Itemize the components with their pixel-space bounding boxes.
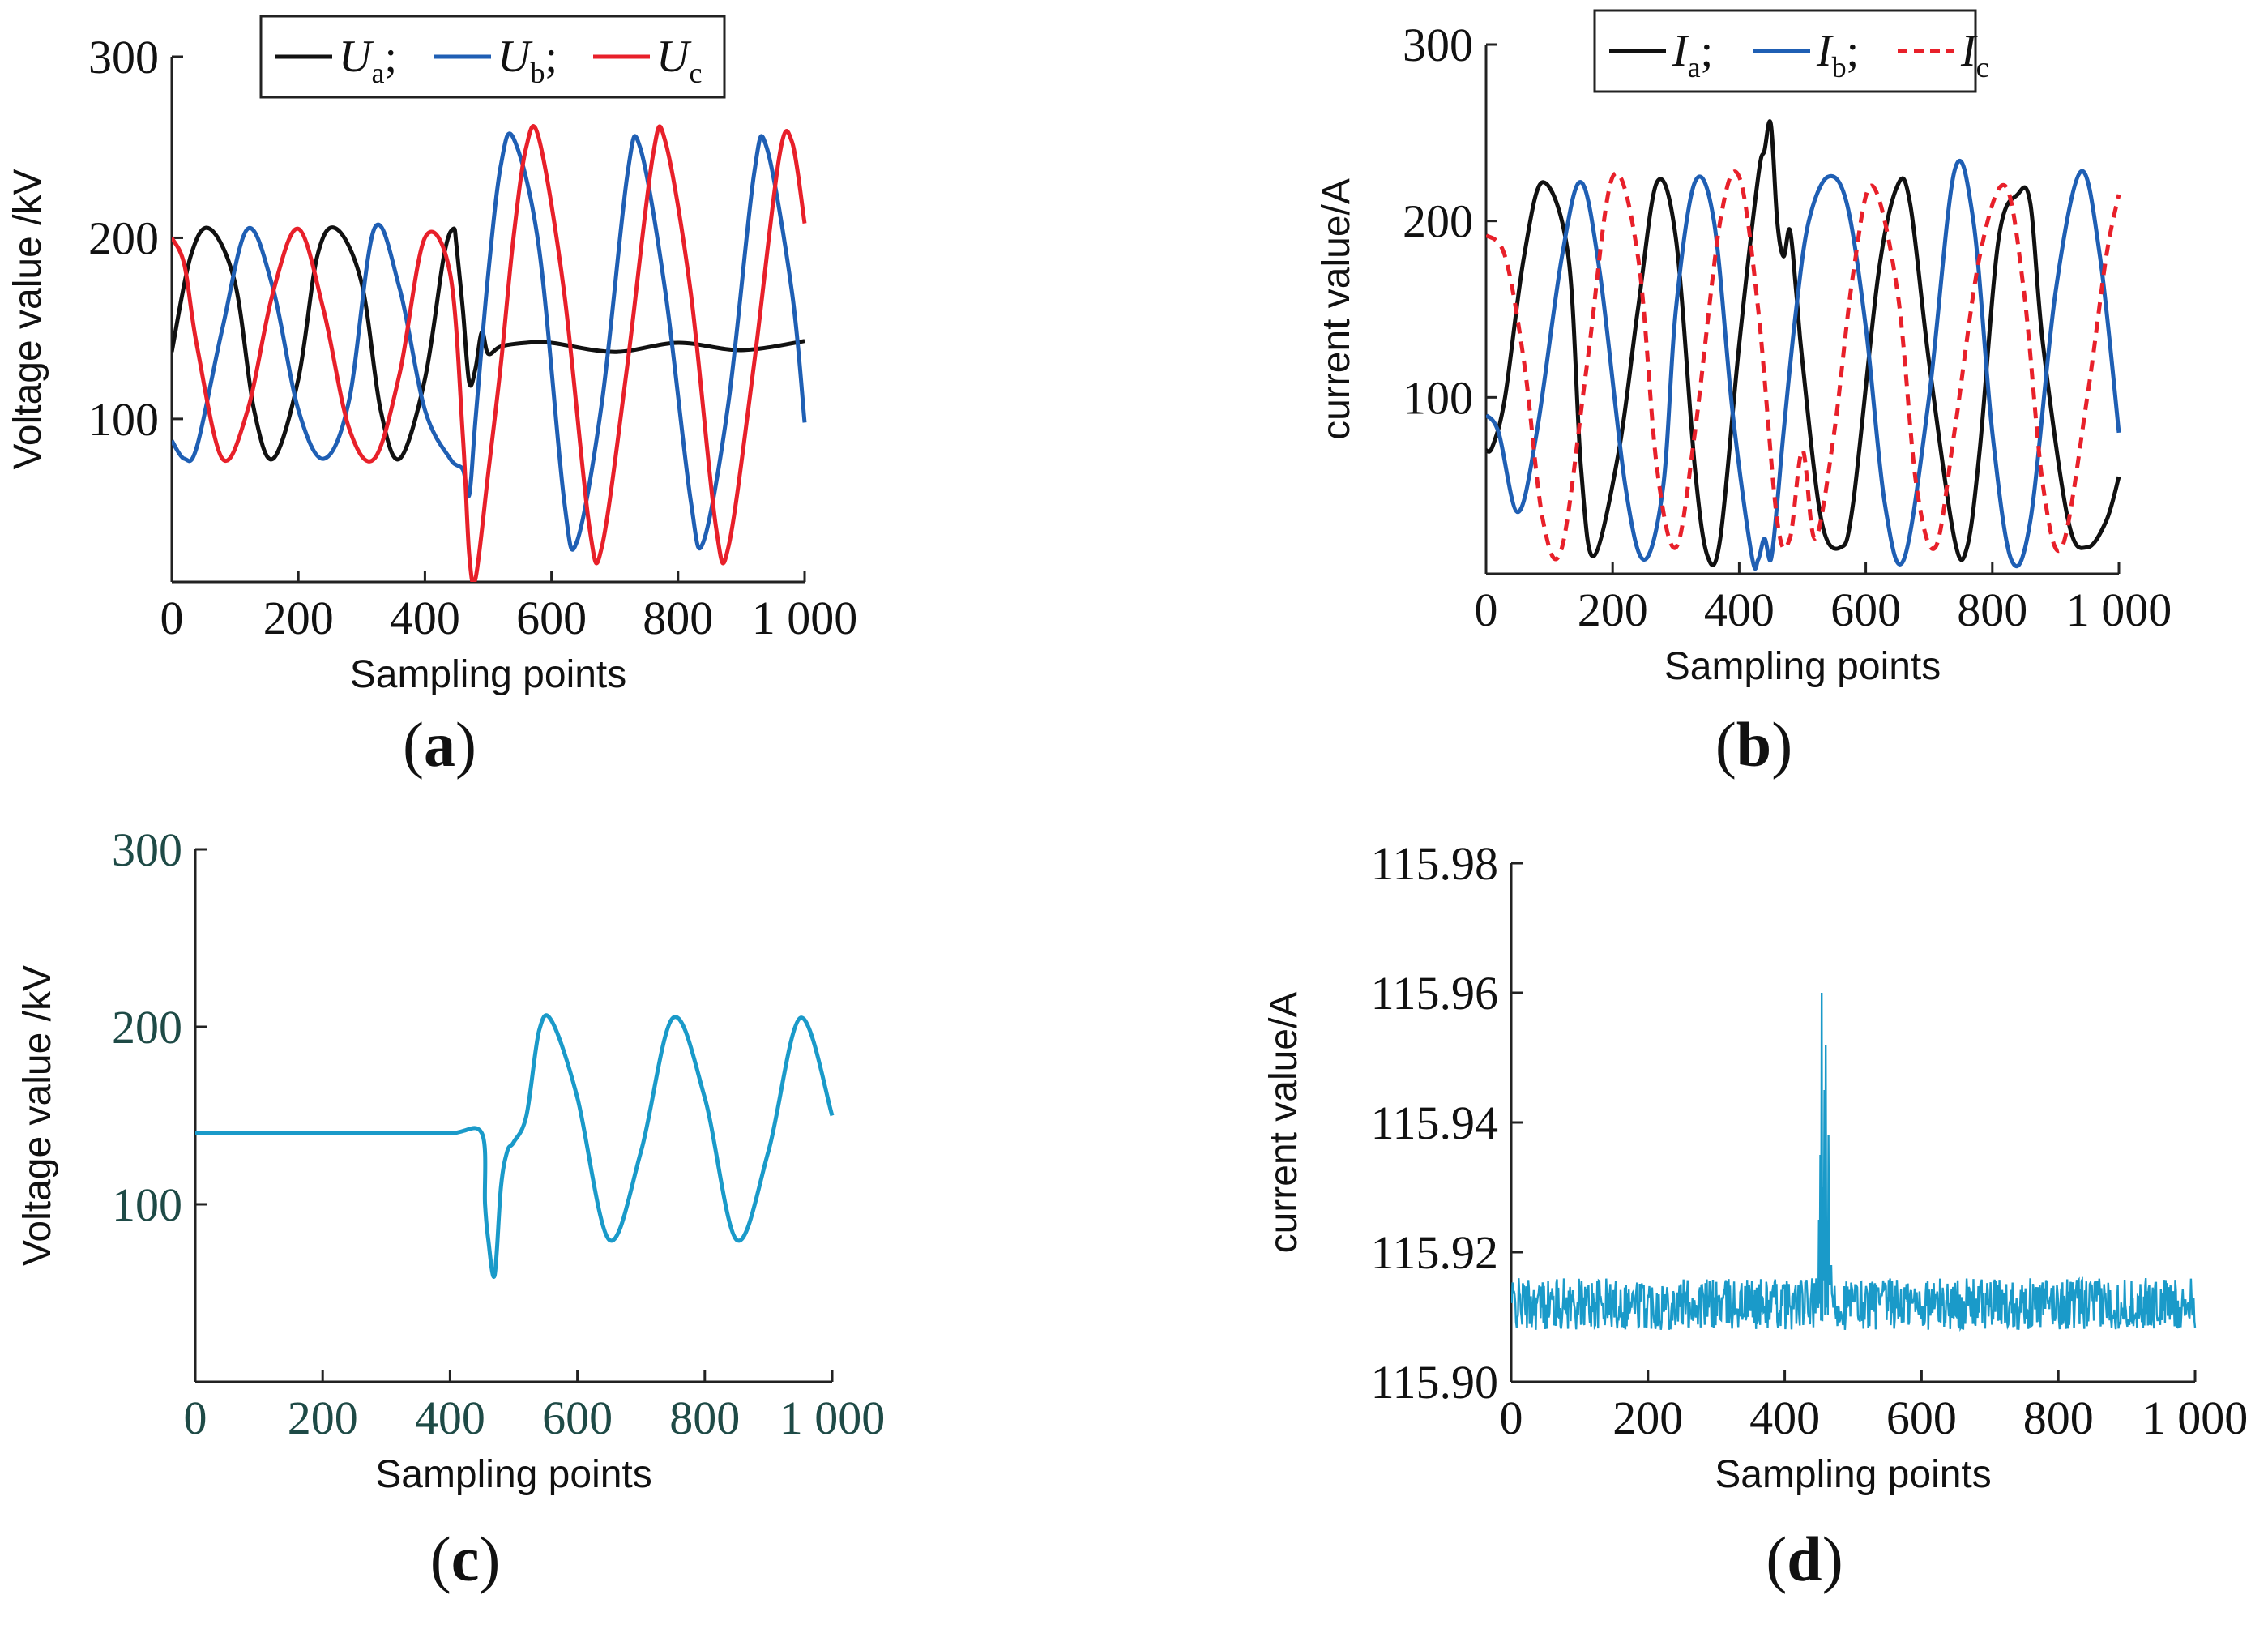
y-tick-label: 300 (88, 31, 159, 83)
legend: Ua; Ub; Uc (259, 15, 726, 99)
y-tick-label: 300 (1403, 19, 1473, 71)
x-tick-label: 600 (542, 1392, 613, 1444)
x-tick-label: 400 (415, 1392, 485, 1444)
x-tick-label: 200 (1612, 1392, 1683, 1444)
x-tick-label: 1 000 (2142, 1392, 2249, 1444)
x-tick-label: 200 (288, 1392, 358, 1444)
series-line-Ua (172, 225, 805, 462)
legend-entry-Ua: Ua; (339, 32, 397, 89)
panel-label: (a) (403, 709, 476, 780)
legend-entry-Ia: Ia; (1672, 26, 1713, 83)
y-tick-label: 300 (112, 823, 182, 876)
series-line-Uc (172, 124, 807, 582)
x-tick-label: 0 (160, 592, 184, 644)
x-tick-label: 800 (2023, 1392, 2094, 1444)
x-tick-label: 600 (1886, 1392, 1957, 1444)
series-line-Ub (172, 131, 807, 552)
x-tick-label: 600 (516, 592, 587, 644)
x-tick-label: 600 (1830, 584, 1901, 636)
y-tick-label: 200 (112, 1001, 182, 1054)
x-tick-label: 800 (643, 592, 713, 644)
legend-entry-Ub: Ub; (498, 32, 557, 89)
panel-label: (d) (1766, 1524, 1843, 1594)
panel-label: (c) (430, 1524, 501, 1594)
y-tick-label: 200 (1403, 195, 1473, 248)
legend: Ia; Ib; Ic (1593, 9, 1989, 93)
panel-a: 100 200 300 0 200 400 600 800 1 000 Sampling poin… (6, 15, 858, 780)
series-line-current (1511, 992, 2197, 1332)
legend-entry-Uc: Uc (656, 32, 702, 89)
y-axis-title: Voltage value /kV (6, 169, 49, 470)
x-axis-title: Sampling points (350, 653, 627, 696)
x-axis-title: Sampling points (375, 1453, 652, 1496)
y-tick-label: 100 (88, 393, 159, 446)
series-line-Ia (1486, 119, 2121, 567)
series-line-voltage (195, 1013, 835, 1279)
x-tick-label: 200 (1578, 584, 1648, 636)
y-tick-label: 115.96 (1371, 967, 1498, 1020)
x-axis-title: Sampling points (1715, 1453, 1992, 1496)
x-axis-title: Sampling points (1664, 645, 1941, 688)
legend-entry-Ib: Ib; (1816, 26, 1859, 83)
series-line-Ib (1486, 158, 2121, 571)
panel-b: 100 200 300 0 200 400 600 800 1 000 Sampling poin… (1315, 9, 2172, 780)
x-tick-label: 400 (390, 592, 460, 644)
x-tick-label: 1 000 (2066, 584, 2172, 636)
y-tick-label: 115.90 (1371, 1356, 1498, 1409)
y-tick-label: 115.98 (1371, 837, 1498, 890)
x-tick-label: 400 (1749, 1392, 1820, 1444)
y-tick-label: 115.92 (1371, 1226, 1498, 1279)
series-line-Ic (1486, 169, 2121, 562)
y-tick-label: 115.94 (1371, 1097, 1498, 1149)
x-tick-label: 200 (263, 592, 334, 644)
legend-entry-Ic: Ic (1960, 26, 1989, 83)
y-tick-label: 200 (88, 212, 159, 264)
x-tick-label: 0 (1500, 1392, 1523, 1444)
y-axis-title: current value/A (1262, 992, 1305, 1254)
x-tick-label: 800 (1957, 584, 2027, 636)
x-tick-label: 1 000 (779, 1392, 886, 1444)
panel-c: 100 200 300 0 200 400 600 800 1 000 Sampling poin… (16, 823, 885, 1594)
x-tick-label: 800 (669, 1392, 740, 1444)
panel-d: 115.90 115.92 115.94 115.96 115.98 0 200 400 600… (1262, 837, 2248, 1594)
panel-label: (b) (1715, 709, 1792, 780)
y-tick-label: 100 (1403, 371, 1473, 424)
y-axis-title: current value/A (1315, 178, 1358, 440)
x-tick-label: 0 (184, 1392, 207, 1444)
y-tick-label: 100 (112, 1178, 182, 1231)
x-tick-label: 0 (1475, 584, 1498, 636)
y-axis-title: Voltage value /kV (16, 965, 59, 1266)
x-tick-label: 1 000 (752, 592, 858, 644)
x-tick-label: 400 (1704, 584, 1775, 636)
